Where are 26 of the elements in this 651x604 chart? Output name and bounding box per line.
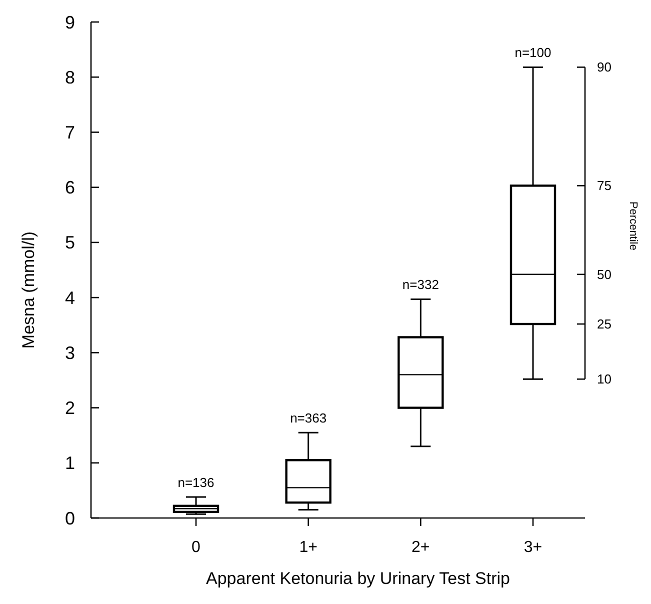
y-tick-label: 7: [64, 122, 75, 143]
text: 25: [597, 316, 612, 332]
x-axis-title: Apparent Ketonuria by Urinary Test Strip: [206, 569, 510, 588]
y-tick-label: 3: [64, 342, 75, 363]
y-tick-label: 4: [64, 288, 75, 308]
x-tick-label: 2+: [412, 539, 430, 556]
text: 50: [597, 266, 612, 282]
x-tick-label: 3+: [524, 539, 542, 556]
text: 90: [597, 60, 612, 75]
annotation: n=136: [178, 475, 214, 490]
x-tick-label: 1+: [299, 539, 318, 556]
text: 10: [597, 372, 612, 387]
y-tick-label: 1: [64, 453, 75, 474]
annotation: n=363: [290, 410, 327, 426]
y-tick-label: 9: [64, 12, 75, 32]
annotation: n=100: [514, 45, 552, 60]
x-tick-label: 0: [192, 539, 201, 556]
y-tick-label: 6: [64, 178, 75, 198]
y-tick-label: 8: [64, 67, 75, 88]
y2-axis-title: Percentile: [627, 201, 639, 250]
y-tick-label: 2: [64, 398, 75, 418]
y-tick-label: 5: [64, 232, 75, 253]
annotation: n=332: [402, 277, 439, 292]
y-tick-label: 0: [64, 508, 75, 528]
y-axis-title: Mesna (mmol/l): [19, 231, 38, 349]
text: 75: [597, 178, 612, 194]
